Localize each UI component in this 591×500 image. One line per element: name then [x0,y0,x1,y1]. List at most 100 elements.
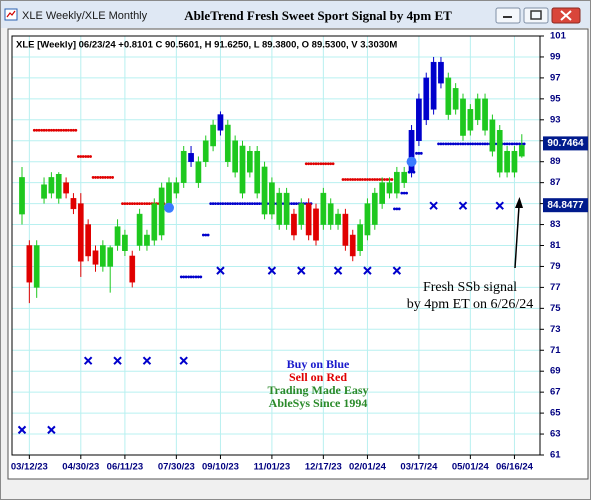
stop-dot [417,151,421,155]
stop-dot [187,275,191,279]
stop-dot [69,128,73,132]
stop-dot [304,162,308,166]
stop-dot [471,142,475,146]
stop-dot [468,142,472,146]
candle-body [320,192,327,225]
stop-dot [363,178,367,181]
stop-dot [54,128,58,132]
y-tick-label: 101 [550,31,567,42]
maximize-button[interactable] [523,7,549,24]
signal-circle [406,156,417,167]
stop-dot [522,142,526,146]
window-title: XLE Weekly/XLE Monthly [22,10,148,22]
candle-body [261,166,268,215]
candle-body [202,140,209,162]
stop-dot [312,162,315,166]
candle-body [180,150,187,183]
stop-dot [473,142,477,146]
stop-dot [508,142,511,146]
y-tick-label: 69 [550,366,561,377]
stop-dot [179,275,183,279]
stop-dot [184,275,188,279]
x-tick-label: 03/17/24 [400,462,438,473]
stop-dot [505,142,509,146]
stop-dot [182,275,186,279]
stop-dot [94,176,97,179]
stop-dot [81,155,85,158]
y-tick-label: 73 [550,324,561,335]
stop-dot [353,178,357,181]
candle-body [188,153,194,162]
stop-dot [226,202,230,206]
window-buttons [495,7,581,24]
stop-dot [59,128,63,132]
signal-x [429,201,438,210]
stop-dot [62,128,66,132]
stop-dot [221,202,225,206]
x-tick-label: 09/10/23 [202,462,239,473]
annotation: by 4pm ET on 6/26/24 [407,297,534,312]
stop-dot [294,202,298,206]
y-tick-label: 81 [550,240,561,251]
stop-dot [192,275,195,279]
x-tick-label: 03/12/23 [11,462,48,473]
x-tick-label: 04/30/23 [62,462,99,473]
candle-body [482,98,488,131]
y-tick-label: 71 [550,345,561,356]
stop-dot [209,202,213,206]
y-tick-label: 99 [550,51,561,62]
arrow-head [515,197,523,208]
stop-dot [241,202,244,206]
stop-dot [331,162,335,166]
candle-body [232,140,239,173]
stop-dot [358,178,362,181]
stop-dot [214,202,217,206]
signal-x [333,266,343,275]
stop-dot [255,202,259,206]
candle-body [349,234,356,257]
stop-dot [395,207,399,211]
stop-dot [101,176,105,179]
stop-dot [515,142,519,146]
stop-dot [459,142,462,146]
stop-dot [510,142,514,146]
y-tick-label: 67 [550,387,561,398]
candle-body [151,203,158,241]
stop-dot [121,202,124,206]
stop-dot [481,142,485,146]
signal-x [363,266,372,275]
stop-dot [368,178,372,181]
stop-dot [390,178,394,181]
stop-dot [456,142,460,146]
stop-dot [351,178,355,181]
y-tick-label: 89 [550,156,561,167]
signal-circle [164,202,174,213]
x-tick-label: 06/11/23 [107,462,143,473]
y-tick-label: 83 [550,219,561,230]
stop-dot [108,176,112,179]
candle-body [122,234,128,251]
signal-x [267,266,277,275]
stop-dot [199,275,203,279]
candle-body [33,245,40,288]
minimize-button[interactable] [495,7,521,24]
candle-body [217,114,224,131]
stop-dot [461,142,465,146]
candle-body [511,150,518,173]
stop-dot [415,151,418,155]
stop-dot [341,178,345,181]
candle-body [26,245,33,283]
price-label-box [543,136,588,151]
y-tick-label: 77 [550,282,561,293]
note-company: AbleSys Since 1994 [269,396,368,410]
candle-body [173,182,180,194]
stop-dot [321,162,325,166]
candle-body [496,130,503,173]
stop-dot [393,207,396,211]
stop-dot [309,162,313,166]
stop-dot [371,178,374,181]
candle-body [276,192,283,225]
stop-dot [513,142,516,146]
candle-body [48,177,55,194]
stop-dot [243,202,247,206]
